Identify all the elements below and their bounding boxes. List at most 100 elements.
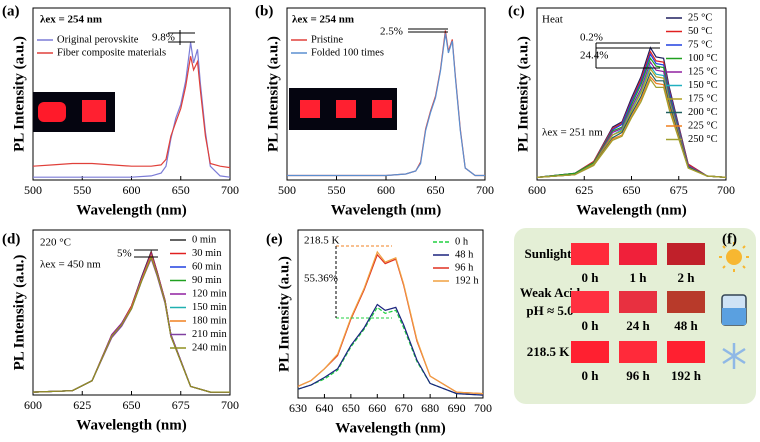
annotation: λex = 254 nm — [292, 14, 354, 26]
series-line — [32, 255, 230, 393]
inset-sample — [38, 102, 66, 122]
time-label: 1 h — [630, 270, 648, 285]
series-line — [297, 306, 484, 396]
panel-label: (e) — [266, 231, 283, 247]
legend-label: 125 °C — [688, 66, 718, 77]
inset-sample — [336, 100, 356, 118]
legend-label: 75 °C — [688, 39, 712, 50]
legend-label: 60 min — [192, 261, 222, 272]
legend-label: 192 h — [455, 275, 479, 286]
series-line — [536, 78, 727, 178]
x-tick-label: 700 — [476, 183, 494, 197]
y-axis-label: PL Intensity (a.u.) — [265, 36, 281, 152]
series-line — [297, 303, 484, 396]
y-axis-label: PL Intensity (a.u.) — [11, 36, 27, 152]
legend-label: 210 min — [192, 329, 227, 340]
x-tick-label: 650 — [123, 398, 141, 412]
legend-label: 96 h — [455, 262, 474, 273]
inset-sample — [300, 100, 320, 118]
annotation: 9.8% — [152, 32, 175, 44]
x-tick-label: 650 — [172, 183, 190, 197]
x-tick-label: 550 — [328, 183, 346, 197]
x-tick-label: 630 — [289, 401, 307, 415]
legend-label: 180 min — [192, 315, 227, 326]
legend-label: 90 min — [192, 275, 222, 286]
x-tick-label: 690 — [448, 401, 466, 415]
x-tick-label: 675 — [172, 398, 190, 412]
x-tick-label: 600 — [123, 183, 141, 197]
sample-photo — [571, 291, 609, 313]
y-axis-label: PL Intensity (a.u.) — [11, 255, 27, 371]
sample-photo — [619, 243, 657, 265]
x-tick-label: 660 — [368, 401, 386, 415]
x-tick-label: 700 — [221, 183, 239, 197]
x-tick-label: 625 — [73, 398, 91, 412]
x-tick-label: 700 — [221, 398, 239, 412]
legend-label: 120 min — [192, 288, 227, 299]
x-tick-label: 670 — [395, 401, 413, 415]
legend-label: 48 h — [455, 249, 474, 260]
x-tick-label: 640 — [315, 401, 333, 415]
x-tick-label: 500 — [278, 183, 296, 197]
legend-label: 50 °C — [688, 26, 712, 37]
legend-label: Pristine — [311, 34, 343, 45]
legend-label: 250 °C — [688, 134, 718, 145]
beaker-liquid — [722, 308, 746, 325]
x-axis-label: Wavelength (nm) — [335, 420, 445, 436]
x-tick-label: 600 — [24, 398, 42, 412]
sample-photo — [571, 341, 609, 363]
time-label: 0 h — [582, 270, 600, 285]
row-label: Sunlight — [525, 246, 573, 261]
time-label: 24 h — [626, 318, 650, 333]
legend-label: Folded 100 times — [311, 47, 384, 58]
legend-label: 175 °C — [688, 93, 718, 104]
x-tick-label: 625 — [575, 183, 593, 197]
sample-photo — [619, 291, 657, 313]
series-line — [32, 56, 231, 169]
sample-photo — [667, 243, 705, 265]
panel-label: (c) — [508, 3, 525, 19]
time-label: 96 h — [626, 368, 650, 383]
annotation: 220 °C — [40, 237, 71, 249]
x-tick-label: 600 — [528, 183, 546, 197]
series-line — [297, 250, 484, 395]
annotation: λex = 254 nm — [40, 14, 102, 26]
series-line — [287, 33, 485, 177]
sample-photo — [667, 341, 705, 363]
x-tick-label: 650 — [623, 183, 641, 197]
time-label: 192 h — [671, 368, 702, 383]
inset-sample — [372, 100, 392, 118]
x-tick-label: 700 — [717, 183, 735, 197]
annotation: 24.4% — [580, 50, 608, 62]
x-axis-label: Wavelength (nm) — [76, 202, 186, 218]
panel-label: (d) — [2, 231, 20, 247]
legend-label: 150 °C — [688, 80, 718, 91]
time-label: 48 h — [674, 318, 698, 333]
y-axis-label: PL Intensity (a.u.) — [515, 36, 531, 152]
row-sublabel: pH ≈ 5.0 — [526, 303, 573, 318]
legend-label: Fiber composite materials — [57, 47, 166, 58]
row-label: 218.5 K — [527, 344, 571, 359]
x-axis-label: Wavelength (nm) — [576, 202, 686, 218]
sample-photo — [667, 291, 705, 313]
legend-label: Original perovskite — [57, 34, 139, 45]
legend-label: 0 min — [192, 234, 217, 245]
sun-rays — [719, 242, 749, 272]
annotation: 2.5% — [380, 26, 403, 38]
x-tick-label: 600 — [377, 183, 395, 197]
sample-photo — [571, 243, 609, 265]
legend-label: 25 °C — [688, 12, 712, 23]
snowflake-icon — [722, 343, 746, 369]
row-label: Weak Acid — [520, 285, 581, 300]
x-tick-label: 680 — [421, 401, 439, 415]
x-tick-label: 700 — [474, 401, 492, 415]
y-axis-label: PL Intensity (a.u.) — [276, 256, 292, 372]
annotation: λex = 251 nm — [542, 127, 603, 139]
legend-label: 150 min — [192, 302, 227, 313]
x-tick-label: 675 — [670, 183, 688, 197]
annotation: 218.5 K — [304, 235, 340, 247]
sun-icon — [726, 249, 742, 265]
x-axis-label: Wavelength (nm) — [331, 202, 441, 218]
x-axis-label: Wavelength (nm) — [76, 417, 186, 433]
